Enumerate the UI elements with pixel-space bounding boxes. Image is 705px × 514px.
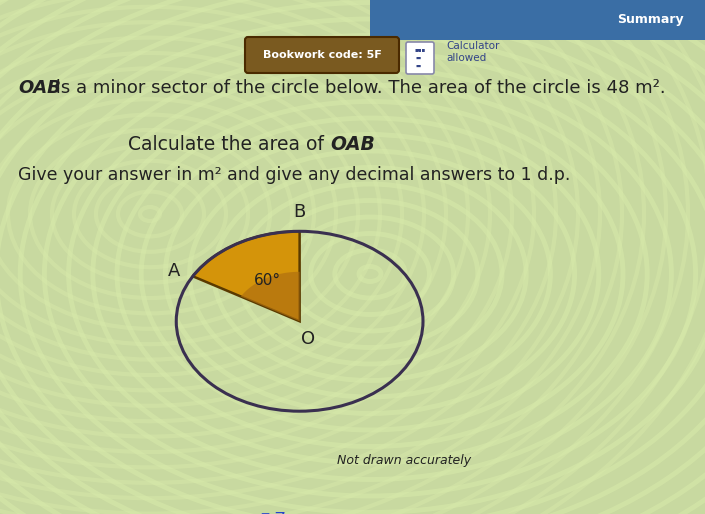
Text: B: B <box>293 203 306 221</box>
Text: ⌕ Zoom: ⌕ Zoom <box>261 511 319 514</box>
Text: is a minor sector of the circle below. The area of the circle is 48 m².: is a minor sector of the circle below. T… <box>50 79 666 97</box>
Text: .: . <box>360 136 366 155</box>
Text: Summary: Summary <box>617 13 683 27</box>
Text: Calculator
allowed: Calculator allowed <box>446 41 499 63</box>
FancyBboxPatch shape <box>245 37 399 73</box>
Text: ▬: ▬ <box>416 64 424 68</box>
Text: 60°: 60° <box>254 273 281 288</box>
Text: Bookwork code: 5F: Bookwork code: 5F <box>263 50 381 60</box>
Text: A: A <box>168 262 180 280</box>
Polygon shape <box>192 231 300 321</box>
FancyBboxPatch shape <box>406 42 434 74</box>
Text: Give your answer in m² and give any decimal answers to 1 d.p.: Give your answer in m² and give any deci… <box>18 166 570 184</box>
Text: OAB: OAB <box>18 79 61 97</box>
Text: Not drawn accurately: Not drawn accurately <box>338 454 472 467</box>
Text: ▪▪▪: ▪▪▪ <box>415 47 426 52</box>
Text: OAB: OAB <box>330 136 375 155</box>
Bar <box>370 0 705 40</box>
Text: Calculate the area of: Calculate the area of <box>128 136 330 155</box>
Text: ▬: ▬ <box>416 56 424 61</box>
Polygon shape <box>241 272 300 321</box>
Text: O: O <box>300 331 314 348</box>
